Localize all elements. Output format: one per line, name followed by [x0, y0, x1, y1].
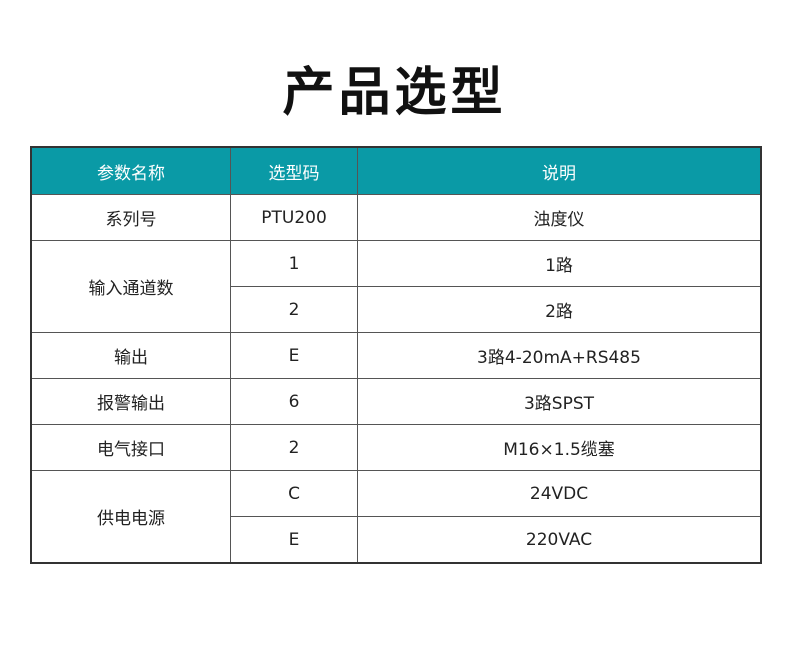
param-code: E	[230, 516, 358, 564]
table-row: 系列号 PTU200 浊度仪	[30, 194, 762, 241]
table-row: 输出 E 3路4-20mA+RS485	[30, 332, 762, 379]
param-desc: 3路4-20mA+RS485	[357, 332, 762, 379]
param-name: 输出	[30, 332, 231, 379]
param-code: 1	[230, 240, 358, 287]
table-row: 电气接口 2 M16×1.5缆塞	[30, 424, 762, 471]
param-name: 输入通道数	[30, 240, 231, 333]
param-name: 系列号	[30, 194, 231, 241]
table-row: 供电电源 C 24VDC	[30, 470, 762, 564]
param-name: 供电电源	[30, 470, 231, 564]
param-desc: 2路	[357, 286, 762, 333]
param-desc: 1路	[357, 240, 762, 287]
param-code: 6	[230, 378, 358, 425]
param-code: E	[230, 332, 358, 379]
param-desc: 3路SPST	[357, 378, 762, 425]
table-header: 参数名称 选型码 说明	[30, 146, 762, 195]
header-desc: 说明	[357, 146, 762, 195]
selection-table: 参数名称 选型码 说明 系列号 PTU200 浊度仪 输入通道数 1 1路 2 …	[30, 146, 762, 564]
page-title: 产品选型	[282, 63, 507, 123]
param-name: 报警输出	[30, 378, 231, 425]
param-code: C	[230, 470, 358, 517]
param-desc: 浊度仪	[357, 194, 762, 241]
param-code: 2	[230, 424, 358, 471]
param-name: 电气接口	[30, 424, 231, 471]
table-row: 报警输出 6 3路SPST	[30, 378, 762, 425]
header-code: 选型码	[230, 146, 358, 195]
header-param: 参数名称	[30, 146, 231, 195]
param-code: 2	[230, 286, 358, 333]
table-row: E 220VAC	[31, 516, 762, 564]
param-desc: M16×1.5缆塞	[357, 424, 762, 471]
table-row: 输入通道数 1 1路	[30, 240, 762, 333]
param-desc: 220VAC	[357, 516, 762, 564]
param-code: PTU200	[230, 194, 358, 241]
param-desc: 24VDC	[357, 470, 762, 517]
